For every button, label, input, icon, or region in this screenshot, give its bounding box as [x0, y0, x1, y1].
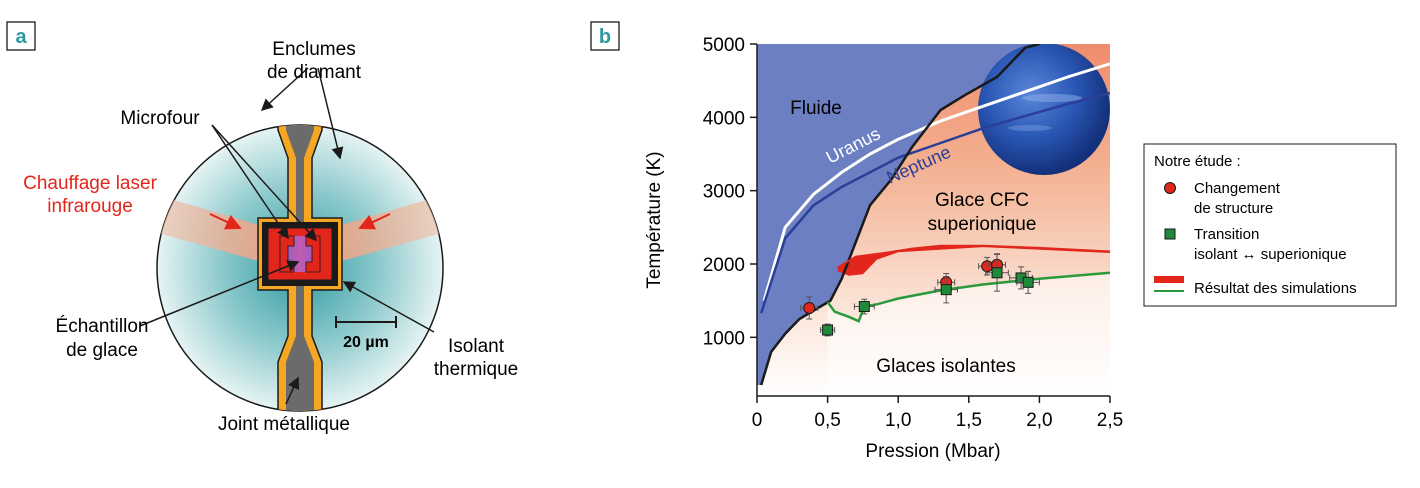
- arrow-anvil-left: [260, 67, 309, 112]
- laser-beam-left: [157, 190, 262, 262]
- x-tick-label: 1,5: [956, 410, 982, 431]
- laser-beam-right: [338, 190, 443, 262]
- transition-point: [820, 323, 836, 337]
- fluid-region: [757, 44, 1040, 385]
- legend-box: [1143, 143, 1397, 307]
- label-insulator-1: Isolant: [448, 336, 505, 357]
- panel-a-letter: a: [15, 26, 27, 48]
- superionic-boundary-curve: [826, 271, 1110, 323]
- panel-a-letter-box: [6, 21, 36, 51]
- arrow-sample: [139, 260, 300, 327]
- melting-curve: [760, 44, 1040, 386]
- data-points: [800, 253, 1040, 337]
- panel-b-letter-box: [590, 21, 620, 51]
- panel-a-diagram: a 20 µm Enclumes de diamant Microfou: [6, 21, 519, 435]
- laser-arrow-left: [209, 213, 242, 230]
- legend-sim-red: [1154, 276, 1184, 283]
- uranus-isentrope: [762, 62, 1110, 302]
- simulation-red-curve: [836, 244, 1110, 269]
- label-laser-1: Chauffage laser: [23, 173, 157, 194]
- x-tick-label: 1,0: [885, 410, 911, 431]
- neptune-isentrope: [760, 91, 1110, 314]
- legend-structure-1: Changement: [1194, 180, 1281, 197]
- label-uranus: Uranus: [823, 123, 884, 167]
- panel-b-letter: b: [599, 26, 611, 48]
- y-tick-label: 4000: [703, 108, 745, 129]
- x-tick-label: 0: [752, 410, 763, 431]
- legend-transition-2: isolant ↔ superionique: [1194, 246, 1347, 263]
- label-anvils-1: Enclumes: [272, 39, 355, 60]
- region-label-superionic-2: superionique: [928, 214, 1037, 235]
- gasket-top: [286, 125, 314, 224]
- structure-change-point: [988, 253, 1007, 277]
- y-tick-label: 5000: [703, 35, 745, 56]
- label-sample-2: de glace: [66, 340, 138, 361]
- transition-point: [985, 253, 1009, 292]
- x-tick-label: 2,0: [1026, 410, 1052, 431]
- neptune-planet: [978, 44, 1110, 175]
- label-neptune: Neptune: [883, 142, 953, 188]
- legend-structure-2: de structure: [1194, 200, 1273, 217]
- transition-point: [1009, 266, 1033, 290]
- label-laser-2: infrarouge: [47, 196, 133, 217]
- x-ticks: 0 0,5 1,0 1,5 2,0 2,5: [752, 396, 1123, 431]
- arrow-microfour-left: [211, 124, 289, 240]
- y-tick-label: 3000: [703, 182, 745, 203]
- x-tick-label: 0,5: [814, 410, 840, 431]
- label-gasket: Joint métallique: [218, 414, 350, 435]
- legend-transition-1: Transition: [1194, 226, 1259, 243]
- y-tick-label: 1000: [703, 328, 745, 349]
- transition-point: [1016, 270, 1040, 294]
- region-label-superionic-1: Glace CFC: [935, 190, 1029, 211]
- y-ticks: 1000 2000 3000 4000 5000: [703, 35, 757, 349]
- arrow-anvil-right: [317, 67, 344, 160]
- region-label-insulating: Glaces isolantes: [876, 356, 1015, 377]
- simulation-band: [837, 245, 1110, 276]
- x-axis-label: Pression (Mbar): [865, 441, 1000, 462]
- y-axis-label: Température (K): [644, 151, 665, 288]
- legend: Notre étude : Changement de structure Tr…: [1143, 143, 1397, 307]
- x-tick-label: 2,5: [1097, 410, 1123, 431]
- structure-change-point: [937, 273, 956, 292]
- arrow-microfour-right: [211, 124, 318, 242]
- region-label-fluid: Fluide: [790, 98, 842, 119]
- legend-marker-structure: [1164, 182, 1176, 194]
- y-tick-label: 2000: [703, 255, 745, 276]
- arrow-gasket: [285, 376, 300, 405]
- label-anvils-2: de diamant: [267, 62, 362, 83]
- transition-point: [934, 275, 959, 304]
- legend-simulation: Résultat des simulations: [1194, 280, 1357, 297]
- scale-label: 20 µm: [343, 334, 389, 351]
- transition-point: [853, 298, 875, 315]
- laser-arrow-right: [358, 213, 391, 230]
- label-insulator-2: thermique: [434, 359, 519, 380]
- legend-marker-transition: [1164, 228, 1176, 240]
- label-sample-1: Échantillon: [56, 316, 149, 337]
- insulating-region-tint: [827, 272, 1110, 396]
- legend-title: Notre étude :: [1154, 153, 1241, 170]
- structure-change-point: [978, 256, 997, 276]
- label-microfour: Microfour: [120, 108, 200, 129]
- structure-change-point: [800, 296, 819, 320]
- superionic-region: [757, 44, 1110, 396]
- arrow-insulator: [342, 281, 435, 333]
